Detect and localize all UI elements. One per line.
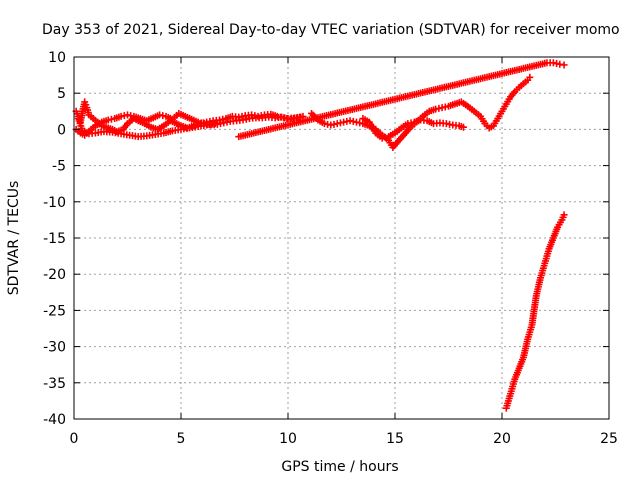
y-tick-label: -15 xyxy=(43,231,66,247)
y-tick-label: -35 xyxy=(43,376,66,392)
data-point xyxy=(459,123,467,131)
chart-title: Day 353 of 2021, Sidereal Day-to-day VTE… xyxy=(42,22,620,38)
x-tick-label: 25 xyxy=(600,431,618,447)
data-point xyxy=(560,61,568,69)
series-group xyxy=(359,115,467,142)
x-tick-label: 20 xyxy=(493,431,511,447)
x-tick-label: 15 xyxy=(386,431,404,447)
y-tick-label: -30 xyxy=(43,340,66,356)
data-point xyxy=(526,73,534,81)
y-tick-label: 10 xyxy=(48,50,66,66)
y-tick-label: -20 xyxy=(43,267,66,283)
grid xyxy=(74,57,609,419)
x-tick-label: 0 xyxy=(70,431,79,447)
data-point xyxy=(560,211,568,219)
y-tick-label: 0 xyxy=(57,122,66,138)
y-tick-label: -5 xyxy=(52,159,66,175)
y-tick-label: 5 xyxy=(57,86,66,102)
data-points xyxy=(72,59,568,412)
series-group xyxy=(502,211,568,412)
y-tick-label: -10 xyxy=(43,195,66,211)
series-group xyxy=(235,59,568,141)
x-axis-label: GPS time / hours xyxy=(281,459,398,475)
ticks: 0 5 10 15 20 25 -40 -35 -30 -25 -20 -15 -10 -5 0 5 10 xyxy=(43,50,618,447)
series-group xyxy=(74,115,219,141)
x-tick-label: 10 xyxy=(279,431,297,447)
y-axis-label: SDTVAR / TECUs xyxy=(6,181,22,296)
data-point xyxy=(211,120,219,128)
y-tick-label: -25 xyxy=(43,303,66,319)
y-tick-label: -40 xyxy=(43,412,66,428)
x-tick-label: 5 xyxy=(177,431,186,447)
